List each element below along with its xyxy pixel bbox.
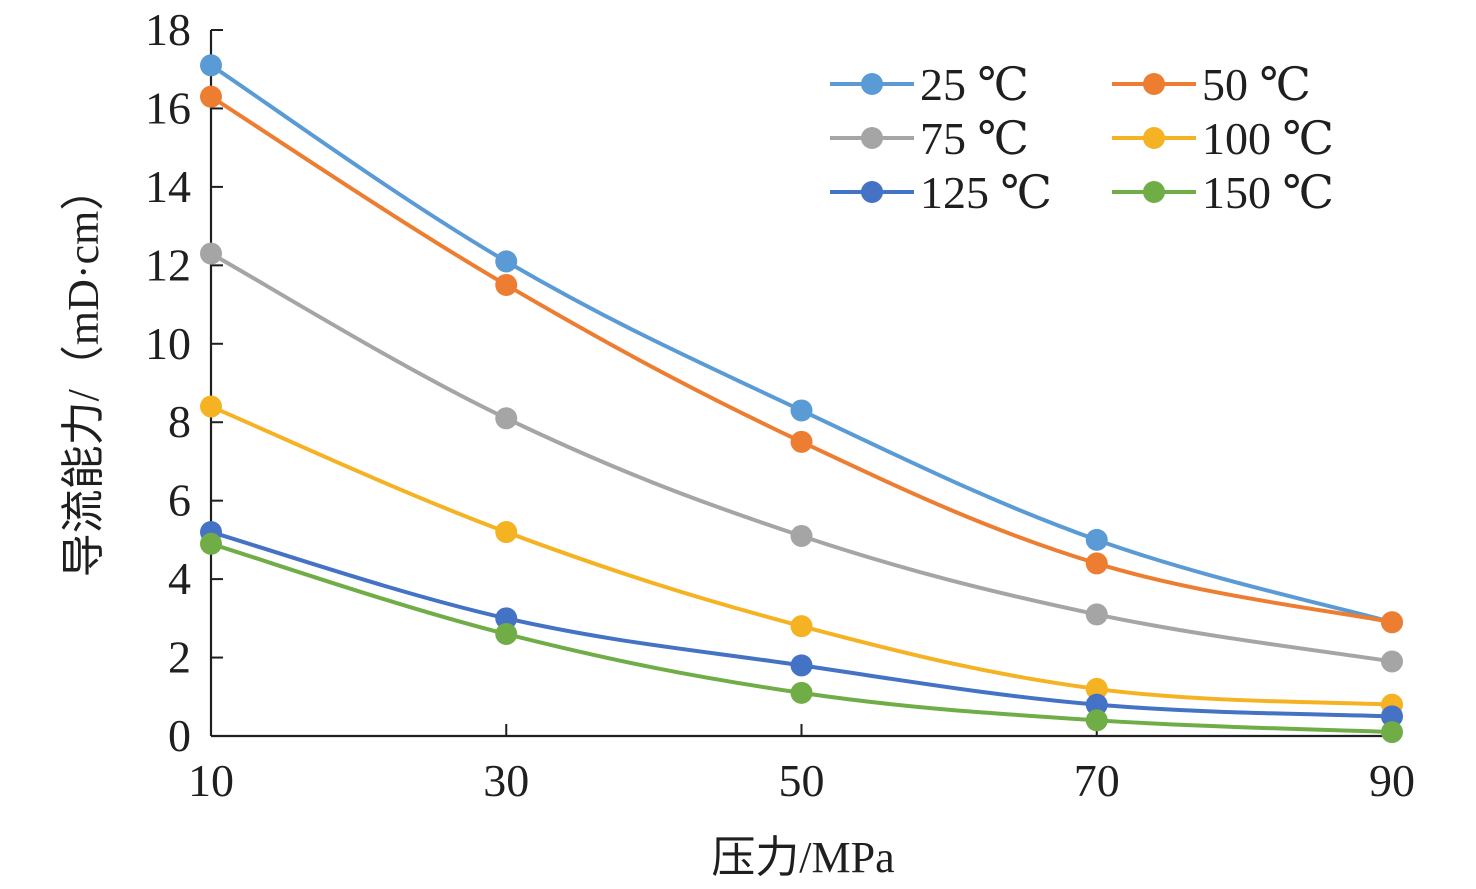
series-layer [200,54,1403,744]
legend-swatch-marker [861,181,883,203]
data-point [495,607,518,630]
data-point [1085,693,1108,716]
data-point [790,681,813,704]
y-tick-label: 6 [168,475,191,526]
data-point [790,654,813,677]
x-tick-label: 70 [1074,755,1120,806]
legend-label: 25 ℃ [920,59,1029,110]
y-tick-label: 10 [145,318,191,369]
legend-swatch-marker [861,127,883,149]
data-point [200,532,222,555]
data-point [495,521,518,544]
data-point [790,399,813,422]
x-tick-label: 30 [483,755,529,806]
x-tick-label: 50 [779,755,825,806]
data-point [790,524,813,547]
data-point [1381,650,1403,673]
legend-swatch-marker [861,73,883,95]
legend-swatch-marker [1143,181,1165,203]
x-tick-label: 90 [1369,755,1415,806]
data-point [1085,677,1108,700]
x-axis-title: 压力/MPa [711,833,894,882]
legend-item: 75 ℃ [830,113,1029,164]
legend-label: 75 ℃ [920,113,1029,164]
x-tick-label: 10 [188,755,234,806]
legend: 25 ℃ 50 ℃ 75 ℃ 100 ℃ 125 ℃ 150 ℃ [830,59,1334,218]
legend-item: 100 ℃ [1112,113,1334,164]
y-tick-label: 8 [168,396,191,447]
data-point [200,54,222,77]
y-tick-label: 16 [145,82,191,133]
legend-item: 125 ℃ [830,167,1052,218]
legend-label: 150 ℃ [1202,167,1334,218]
legend-swatch-marker [1143,73,1165,95]
y-tick-label: 0 [168,710,191,761]
data-point [790,615,813,638]
data-point [495,623,518,646]
data-point [1085,709,1108,732]
axes: 0 2 4 6 8 10 12 14 16 18 10 30 50 70 90 [145,4,1415,806]
legend-item: 25 ℃ [830,59,1029,110]
data-point [1085,552,1108,575]
data-point [790,430,813,453]
y-tick-label: 14 [145,161,191,212]
y-tick-label: 18 [145,4,191,55]
legend-label: 100 ℃ [1202,113,1334,164]
data-point [1381,611,1403,634]
series-1 [200,85,1403,634]
legend-label: 125 ℃ [920,167,1052,218]
data-point [495,250,518,273]
legend-item: 50 ℃ [1112,59,1311,110]
legend-swatch-marker [1143,127,1165,149]
y-tick-label: 12 [145,239,191,290]
legend-item: 150 ℃ [1112,167,1334,218]
data-point [1381,721,1403,744]
data-point [200,85,222,108]
data-point [495,407,518,430]
data-point [200,395,222,418]
data-point [200,242,222,265]
data-point [495,273,518,296]
data-point [1085,528,1108,551]
legend-label: 50 ℃ [1202,59,1311,110]
y-tick-label: 4 [168,553,191,604]
y-tick-label: 2 [168,632,191,683]
y-axis-title: 导流能力/（mD·cm） [59,167,108,578]
data-point [1381,705,1403,728]
data-point [1085,603,1108,626]
series-2 [200,242,1403,673]
series-5 [200,532,1403,744]
